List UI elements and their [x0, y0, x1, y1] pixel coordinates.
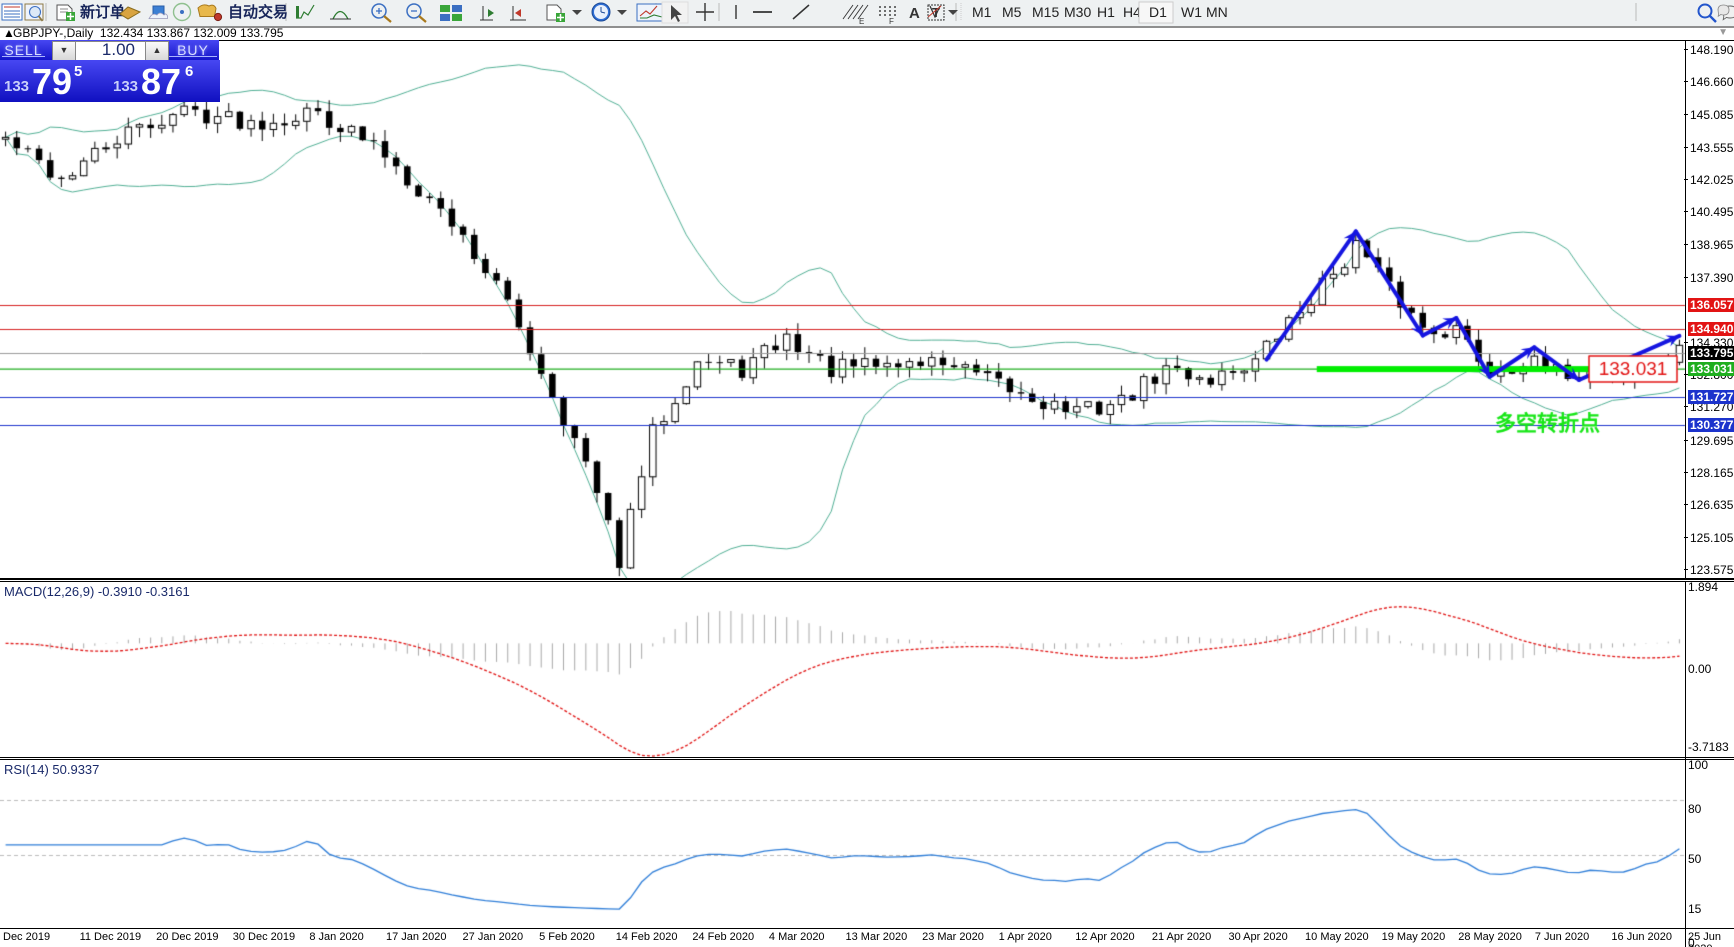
svg-text:E: E [859, 17, 864, 24]
svg-text:自动交易: 自动交易 [228, 3, 288, 21]
svg-text:MN: MN [1206, 4, 1228, 20]
svg-text:H1: H1 [1097, 4, 1115, 20]
svg-text:W1: W1 [1181, 4, 1202, 20]
svg-text:M1: M1 [972, 4, 992, 20]
svg-text:H4: H4 [1123, 4, 1141, 20]
svg-text:M30: M30 [1064, 4, 1091, 20]
svg-text:新订单: 新订单 [80, 3, 125, 21]
svg-text:M15: M15 [1032, 4, 1059, 20]
svg-text:M5: M5 [1002, 4, 1022, 20]
svg-text:F: F [889, 17, 894, 24]
svg-text:A: A [909, 5, 920, 22]
svg-text:D1: D1 [1149, 4, 1167, 20]
